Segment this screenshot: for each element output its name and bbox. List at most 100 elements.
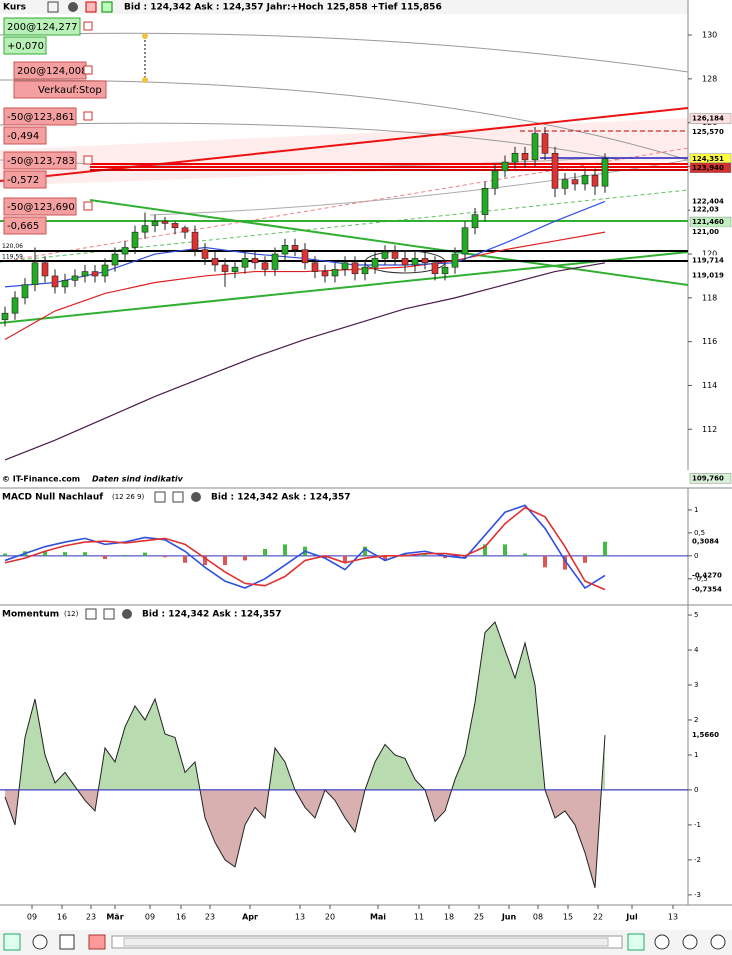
close-button[interactable] <box>83 111 93 121</box>
icon[interactable] <box>710 934 726 950</box>
price-label-box <box>690 204 731 215</box>
price-label-box <box>690 196 731 207</box>
histogram-bar <box>503 544 507 556</box>
handle[interactable] <box>142 77 148 83</box>
momentum-line <box>4 621 606 888</box>
momentum-area <box>5 622 605 790</box>
icon[interactable] <box>154 491 166 503</box>
price-label-box <box>689 216 732 228</box>
histogram-bar <box>523 553 527 556</box>
histogram-bar <box>263 548 267 556</box>
candle-body <box>201 249 209 259</box>
icon[interactable] <box>32 934 48 950</box>
candle-body <box>501 161 509 172</box>
candle-body <box>581 174 589 185</box>
icon[interactable] <box>101 1 113 13</box>
candle-body <box>301 249 309 264</box>
candle-body <box>151 220 159 226</box>
y-tick-label: 0,5 <box>694 529 705 537</box>
candle-body <box>411 258 419 266</box>
signal-line <box>4 506 606 591</box>
candle-body <box>91 271 99 277</box>
order-box <box>3 107 77 126</box>
marks <box>1 127 609 461</box>
candle-body <box>81 271 89 277</box>
icon[interactable] <box>682 934 698 950</box>
candle-body <box>421 258 429 264</box>
x-tick-label: 23 <box>205 913 215 922</box>
price-label: 119,59 <box>2 254 23 261</box>
value-label: 0,3084 <box>692 538 719 546</box>
order-box <box>3 126 47 145</box>
candle-body <box>361 266 369 275</box>
y-tick-label: 0 <box>694 552 698 560</box>
candle-body <box>291 244 299 250</box>
scroll-thumb[interactable] <box>123 937 609 947</box>
candle-body <box>341 262 349 270</box>
close-button[interactable] <box>83 201 93 211</box>
icon[interactable] <box>59 934 75 950</box>
icon[interactable] <box>191 492 201 502</box>
candles <box>1 127 609 461</box>
candle-body <box>571 179 579 185</box>
toolbar-icons <box>3 933 726 951</box>
icon[interactable] <box>627 933 645 951</box>
orders: 200@124,277 +0,070 200@124,008 Verkauf:Stop… <box>3 17 107 235</box>
price-label: 119,019 <box>692 272 724 280</box>
candle-body <box>561 179 569 189</box>
histogram-bar <box>483 544 487 556</box>
candle-body <box>601 158 609 187</box>
close-button[interactable] <box>83 21 93 31</box>
histogram-bar <box>163 555 167 558</box>
candle-body <box>211 258 219 266</box>
icon[interactable] <box>85 1 97 13</box>
icon[interactable] <box>88 934 106 950</box>
icon[interactable] <box>68 2 78 12</box>
candle-body <box>21 284 29 299</box>
x-tick-label: 09 <box>145 913 155 922</box>
price-label: 121,460 <box>692 218 724 226</box>
icon[interactable] <box>85 608 97 620</box>
y-tick-label: -0,5 <box>694 575 708 583</box>
order-box <box>3 36 47 55</box>
histogram-bar <box>363 546 367 556</box>
moving-average <box>4 262 606 461</box>
candle-body <box>511 153 519 163</box>
icon[interactable] <box>103 608 115 620</box>
icon[interactable] <box>3 933 21 951</box>
histogram-bar <box>243 555 247 561</box>
price-label-box <box>690 255 731 266</box>
price-label-box <box>689 473 732 484</box>
x-tick-label: 13 <box>295 913 305 922</box>
price-label: 122,03 <box>692 206 719 214</box>
candle-body <box>61 280 69 288</box>
close-button[interactable] <box>83 65 93 75</box>
icon[interactable] <box>47 1 59 13</box>
header-bar <box>0 0 688 14</box>
candle-body <box>141 225 149 233</box>
candle-body <box>401 258 409 266</box>
candle-body <box>281 244 289 255</box>
price-label-box <box>689 113 732 124</box>
y-tick-label: -1 <box>694 821 701 829</box>
moving-average <box>4 231 606 340</box>
icon[interactable] <box>122 609 132 619</box>
handle[interactable] <box>142 33 148 39</box>
histogram-bar <box>283 544 287 556</box>
candle-body <box>591 174 599 187</box>
y-tick-label: 1 <box>694 751 698 759</box>
panel-params: (12 26 9) <box>112 493 144 501</box>
histogram-bar <box>83 552 87 556</box>
x-tick-label: Jun <box>501 913 517 922</box>
candle-body <box>321 271 329 277</box>
order-box <box>3 151 77 170</box>
icon[interactable] <box>172 491 184 503</box>
y-tick-label: 130 <box>702 31 717 40</box>
candle-body <box>271 253 279 270</box>
close-button[interactable] <box>83 155 93 165</box>
candle-body <box>131 231 139 248</box>
price-label: 125,570 <box>692 128 724 136</box>
order-label: -50@123,783 <box>7 156 75 167</box>
icon[interactable] <box>654 934 670 950</box>
price-label-box <box>689 162 732 174</box>
